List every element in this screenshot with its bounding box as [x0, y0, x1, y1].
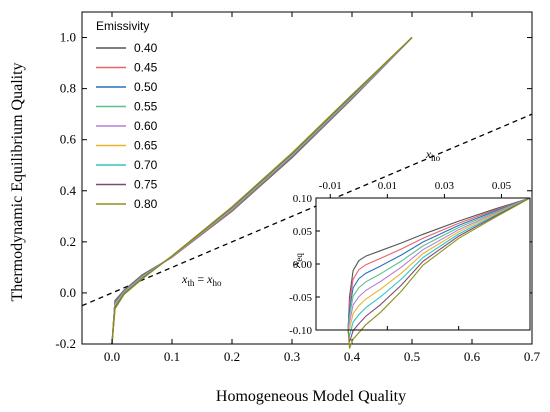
legend-label-0.50: 0.50 [134, 80, 158, 94]
inset-y-tick-label: 0.10 [293, 193, 313, 205]
y-tick-label: 0.0 [60, 285, 76, 300]
inset-y-axis-label: xeq [288, 253, 304, 268]
x-tick-label: 0.3 [284, 349, 300, 364]
legend-label-0.45: 0.45 [134, 61, 158, 75]
legend-label-0.60: 0.60 [134, 119, 158, 133]
inset-series-line-0.70 [347, 197, 531, 338]
legend-label-0.55: 0.55 [134, 100, 158, 114]
y-tick-label: 0.8 [60, 81, 76, 96]
plot-frame [81, 11, 533, 345]
inset-series-line-0.45 [347, 197, 531, 331]
legend-label-0.80: 0.80 [134, 197, 158, 211]
inset-top-tick-label: 0.03 [435, 180, 455, 192]
inset-series-line-0.80 [347, 197, 531, 349]
legend-label-0.70: 0.70 [134, 158, 158, 172]
inset-top-tick-label: 0.05 [492, 180, 512, 192]
y-axis-label: Thermodynamic Equilibrium Quality [9, 62, 26, 301]
inset-series-line-0.50 [347, 197, 531, 331]
inset-top-tick-label: -0.01 [319, 180, 342, 192]
y-tick-label: 0.6 [60, 132, 77, 147]
inset-series-line-0.55 [347, 197, 531, 331]
x-tick-label: 0.7 [524, 349, 541, 364]
series-line-0.80 [111, 37, 413, 345]
x-tick-label: 0.5 [404, 349, 420, 364]
inset-y-tick-label: 0.00 [293, 259, 313, 271]
x-tick-label: 0.0 [104, 349, 120, 364]
inset-background [316, 198, 530, 330]
inset-y-tick-label: 0.05 [293, 226, 313, 238]
inset-x-axis-label: xho [425, 147, 441, 163]
inset-plot: -0.01 0.01 0.03 0.05 -0.10 -0.05 0.00 0.05 0.10 x… [288, 147, 531, 349]
inset-series-line-0.40 [347, 197, 531, 331]
legend-label-0.40: 0.40 [134, 41, 158, 55]
y-tick-label: -0.2 [55, 336, 76, 351]
inset-y-tick-label: -0.05 [289, 292, 312, 304]
legend: Emissivity 0.40 0.45 0.50 0.55 0.60 0.65 0.70 0.… [96, 19, 158, 211]
inset-series-line-0.60 [347, 197, 531, 331]
y-tick-label: 0.2 [60, 234, 76, 249]
inset-y-tick-label: -0.10 [289, 325, 312, 337]
legend-title: Emissivity [96, 19, 149, 33]
inset-top-tick-label: 0.01 [378, 180, 397, 192]
equality-annotation: xth = xho [181, 272, 222, 288]
inset-series-line-0.75 [347, 197, 531, 343]
x-tick-label: 0.1 [164, 349, 180, 364]
x-tick-label: 0.2 [224, 349, 240, 364]
y-tick-label: 1.0 [60, 30, 76, 45]
y-tick-label: 0.4 [60, 183, 77, 198]
legend-label-0.65: 0.65 [134, 139, 158, 153]
x-tick-label: 0.6 [464, 349, 481, 364]
x-axis-label: Homogeneous Model Quality [216, 388, 406, 405]
legend-label-0.75: 0.75 [134, 178, 158, 192]
x-tick-label: 0.4 [344, 349, 361, 364]
reference-line [81, 113, 533, 307]
main-plot: 0.0 0.1 0.2 0.3 0.4 0.5 0.6 0.7 -0.2 0.0 0.2 0.4 0.6… [9, 11, 541, 405]
inset-series-line-0.65 [347, 197, 531, 331]
